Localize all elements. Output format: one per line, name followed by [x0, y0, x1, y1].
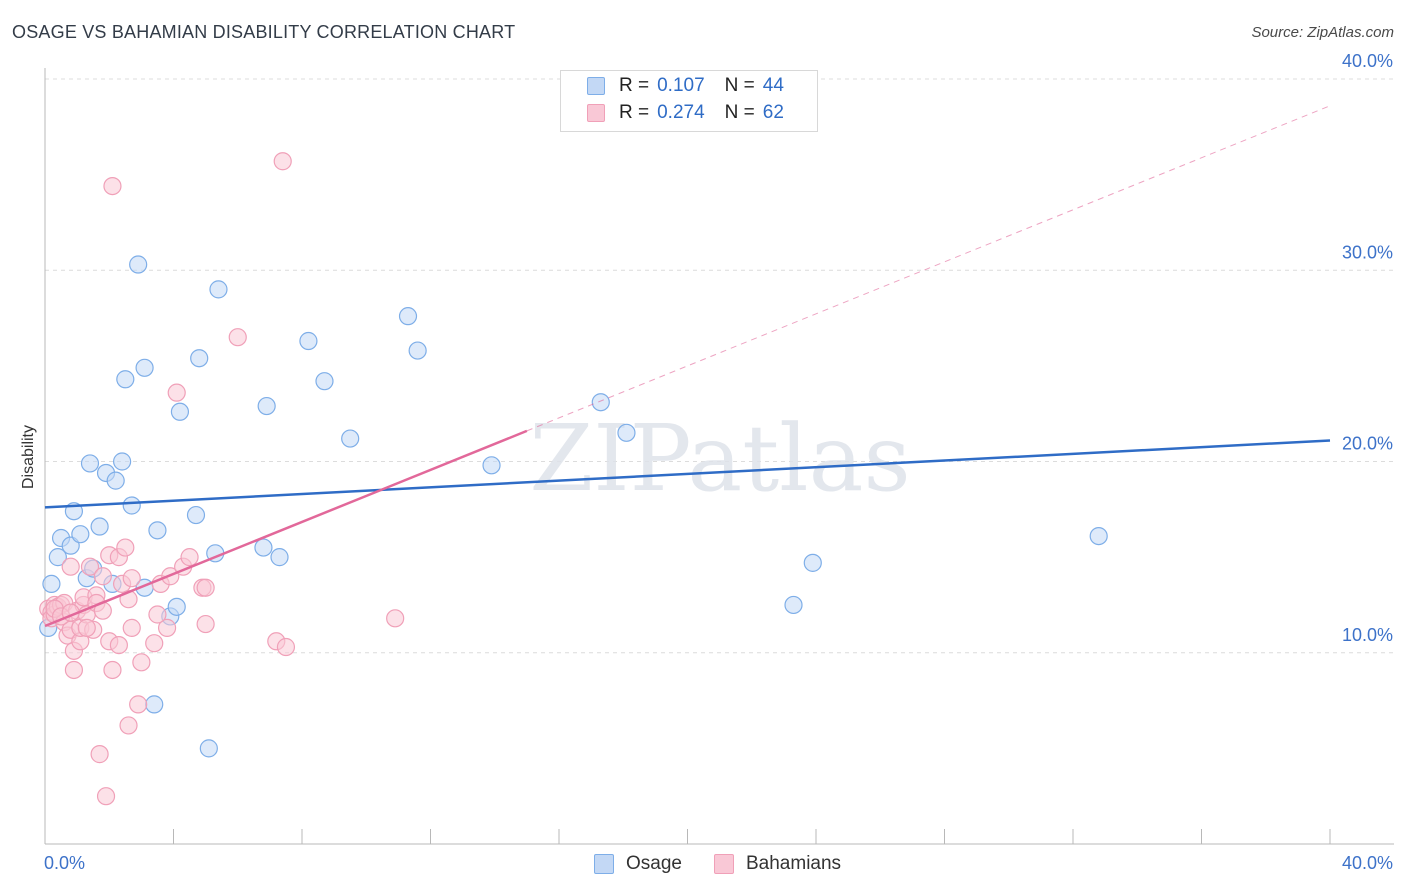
- watermark: ZIPatlas: [529, 405, 910, 512]
- gridlines: [45, 78, 1394, 654]
- osage-point: [408, 341, 427, 360]
- bahamians-point: [145, 634, 164, 653]
- bahamians-point: [90, 745, 109, 764]
- bahamians-point: [386, 609, 405, 628]
- bahamians-point: [119, 716, 138, 735]
- osage-swatch: [594, 854, 614, 874]
- osage-point: [129, 255, 148, 274]
- bahamians-point: [273, 152, 292, 171]
- osage-point: [80, 454, 100, 473]
- bahamians-point: [276, 637, 296, 657]
- bahamians-point: [80, 557, 100, 576]
- bahamians-trend-line: [44, 429, 528, 628]
- axes: [44, 68, 1394, 845]
- osage-point: [257, 396, 276, 416]
- trend-lines: [44, 105, 1331, 628]
- bahamians-point: [64, 660, 84, 680]
- osage-swatch: [587, 77, 605, 95]
- chart-source: Source: ZipAtlas.com: [1251, 24, 1394, 41]
- osage-point: [112, 452, 132, 471]
- legend-r-value: 0.107: [657, 75, 705, 96]
- osage-point: [48, 548, 67, 567]
- legend-n-value: 62: [762, 102, 784, 123]
- legend-r-value: 0.274: [657, 102, 705, 123]
- x-ticks: [173, 829, 1331, 844]
- osage-point: [135, 358, 154, 377]
- legend-n-label: N =: [724, 75, 755, 96]
- y-tick-label: 20.0%: [1342, 434, 1393, 454]
- stats-legend: R = 0.107 N = 44 R = 0.274 N = 62: [560, 70, 818, 132]
- osage-point: [190, 349, 209, 368]
- osage-point: [71, 525, 90, 544]
- osage-point: [199, 739, 218, 758]
- osage-point: [145, 695, 164, 714]
- legend-r-label: R =: [619, 75, 650, 96]
- osage-point: [90, 517, 109, 536]
- y-tick-label: 40.0%: [1342, 51, 1393, 71]
- legend-n-label: N =: [724, 102, 755, 123]
- osage-point: [341, 429, 360, 448]
- bahamians-swatch: [587, 104, 605, 122]
- bahamians-point: [116, 538, 135, 557]
- osage-trend-line: [44, 439, 1331, 509]
- osage-point: [591, 393, 610, 412]
- data-points: [39, 152, 1108, 806]
- osage-point: [209, 280, 228, 299]
- osage-point: [167, 597, 186, 616]
- bahamians-trend-extension: [526, 105, 1331, 432]
- osage-point: [315, 372, 334, 391]
- bahamians-point: [167, 383, 186, 402]
- y-tick-labels: 10.0% 20.0% 30.0% 40.0%: [1342, 51, 1393, 645]
- osage-point: [42, 574, 61, 594]
- bahamians-point: [109, 635, 128, 655]
- osage-point: [122, 496, 141, 515]
- x-tick-label-min: 0.0%: [44, 853, 85, 873]
- x-tick-label-max: 40.0%: [1342, 853, 1393, 873]
- osage-point: [784, 595, 803, 615]
- bahamians-point: [132, 653, 151, 672]
- bahamians-point: [77, 618, 96, 637]
- y-tick-label: 30.0%: [1342, 242, 1393, 262]
- bahamians-point: [96, 787, 116, 806]
- bahamians-point: [103, 177, 122, 196]
- legend-row-bahamians: R = 0.274 N = 62: [587, 101, 784, 125]
- y-tick-label: 10.0%: [1342, 625, 1393, 645]
- bahamians-point: [196, 578, 215, 597]
- legend-r-label: R =: [619, 102, 650, 123]
- bahamians-point: [180, 548, 199, 567]
- osage-point: [186, 505, 206, 525]
- chart-title: OSAGE VS BAHAMIAN DISABILITY CORRELATION…: [12, 22, 516, 42]
- osage-point: [1089, 526, 1108, 546]
- bahamians-point: [196, 614, 215, 634]
- osage-point: [148, 521, 167, 540]
- bahamians-swatch: [714, 854, 734, 874]
- bottom-legend-bahamians-label: Bahamians: [746, 853, 842, 874]
- osage-point: [398, 307, 418, 326]
- legend-n-value: 44: [762, 75, 784, 96]
- bahamians-point: [122, 569, 141, 588]
- bahamians-point: [148, 605, 167, 624]
- bahamians-point: [103, 660, 122, 680]
- bahamians-point: [61, 557, 80, 576]
- bahamians-point: [157, 618, 177, 637]
- bahamians-point: [122, 618, 141, 637]
- osage-point: [299, 331, 318, 351]
- bahamians-point: [129, 695, 148, 714]
- bottom-legend-bahamians: Bahamians: [714, 852, 841, 876]
- legend-row-osage: R = 0.107 N = 44: [587, 74, 784, 98]
- bahamians-point: [93, 567, 112, 586]
- bottom-legend-osage: Osage: [594, 852, 682, 876]
- osage-point: [254, 538, 273, 557]
- osage-point: [116, 370, 135, 389]
- osage-point: [106, 471, 125, 490]
- osage-point: [170, 402, 190, 421]
- osage-point: [270, 548, 289, 567]
- osage-point: [803, 553, 822, 572]
- bahamians-point: [228, 328, 247, 347]
- osage-point: [617, 423, 636, 442]
- osage-point: [482, 456, 501, 475]
- bottom-legend-osage-label: Osage: [626, 853, 682, 874]
